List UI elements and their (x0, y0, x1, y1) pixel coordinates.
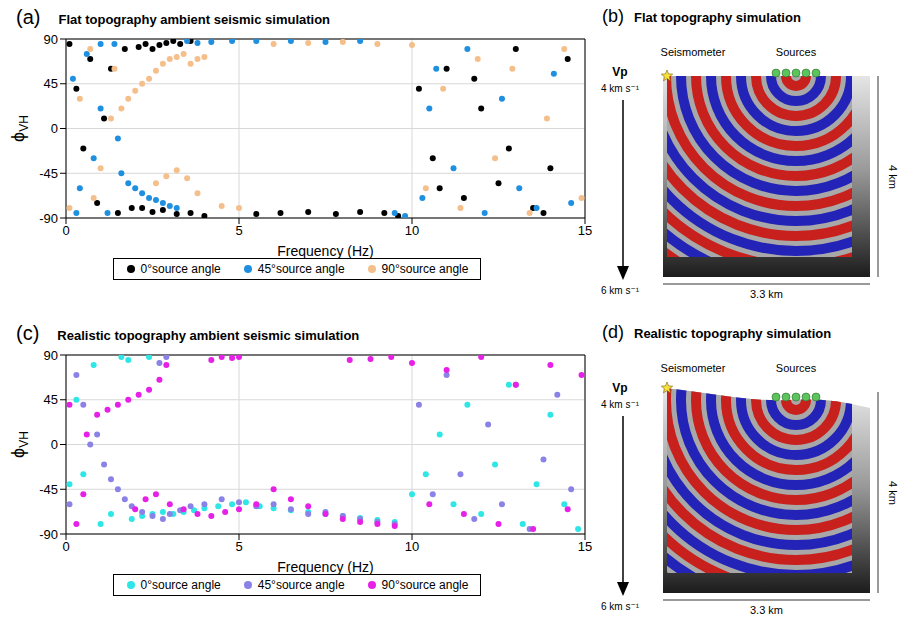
svg-text:Sources: Sources (776, 46, 817, 58)
html-text:(c): (c) (16, 322, 40, 344)
svg-text:ϕVH: ϕVH (8, 431, 31, 458)
svg-text:-90: -90 (39, 527, 58, 542)
svg-text:6 km s⁻¹: 6 km s⁻¹ (601, 601, 640, 612)
svg-text:4 km s⁻¹: 4 km s⁻¹ (601, 83, 640, 94)
svg-text:-90: -90 (39, 211, 58, 226)
svg-text:ϕVH: ϕVH (8, 115, 31, 142)
html-text:(a): (a) (16, 6, 41, 28)
svg-text:3.3 km: 3.3 km (750, 604, 783, 616)
svg-text:Seismometer: Seismometer (661, 362, 726, 374)
svg-text:0: 0 (62, 539, 69, 554)
svg-text:3.3 km: 3.3 km (750, 288, 783, 300)
svg-text:15: 15 (578, 539, 592, 554)
html-text:(b): (b) (602, 6, 624, 26)
svg-text:10: 10 (405, 223, 419, 238)
svg-text:5: 5 (235, 223, 242, 238)
svg-text:Vp: Vp (612, 381, 627, 395)
html-text:90°source angle: 90°source angle (381, 262, 469, 276)
svg-text:Seismometer: Seismometer (661, 46, 726, 58)
svg-text:Frequency (Hz): Frequency (Hz) (277, 559, 373, 575)
svg-text:15: 15 (578, 223, 592, 238)
svg-text:45: 45 (44, 392, 58, 407)
svg-text:-45: -45 (39, 166, 58, 181)
svg-text:10: 10 (405, 539, 419, 554)
html-text:0°source angle: 0°source angle (140, 578, 221, 592)
html-text:Realistic topography ambient s: Realistic topography ambient seismic sim… (57, 328, 360, 343)
svg-text:90: 90 (44, 348, 58, 363)
svg-text:45: 45 (44, 76, 58, 91)
svg-text:90: 90 (44, 32, 58, 47)
html-text:45°source angle: 45°source angle (257, 578, 345, 592)
html-text:Realistic topography simulatio: Realistic topography simulation (634, 326, 832, 341)
svg-text:Vp: Vp (612, 65, 627, 79)
html-text:45°source angle: 45°source angle (257, 262, 345, 276)
svg-text:5: 5 (235, 539, 242, 554)
svg-text:6 km s⁻¹: 6 km s⁻¹ (601, 285, 640, 296)
svg-text:Sources: Sources (776, 362, 817, 374)
svg-text:0: 0 (62, 223, 69, 238)
html-text:(d): (d) (602, 322, 624, 342)
svg-text:4 km s⁻¹: 4 km s⁻¹ (601, 399, 640, 410)
svg-text:Frequency (Hz): Frequency (Hz) (277, 243, 373, 259)
svg-text:0: 0 (51, 121, 58, 136)
svg-text:4 km: 4 km (887, 165, 898, 189)
svg-text:4 km: 4 km (887, 481, 898, 505)
html-text:0°source angle: 0°source angle (140, 262, 221, 276)
svg-text:-45: -45 (39, 482, 58, 497)
html-text:Flat topography ambient seismi: Flat topography ambient seismic simulati… (58, 12, 331, 27)
html-text:90°source angle: 90°source angle (381, 578, 469, 592)
html-text:Flat topography simulation: Flat topography simulation (634, 10, 801, 25)
svg-text:0: 0 (51, 437, 58, 452)
